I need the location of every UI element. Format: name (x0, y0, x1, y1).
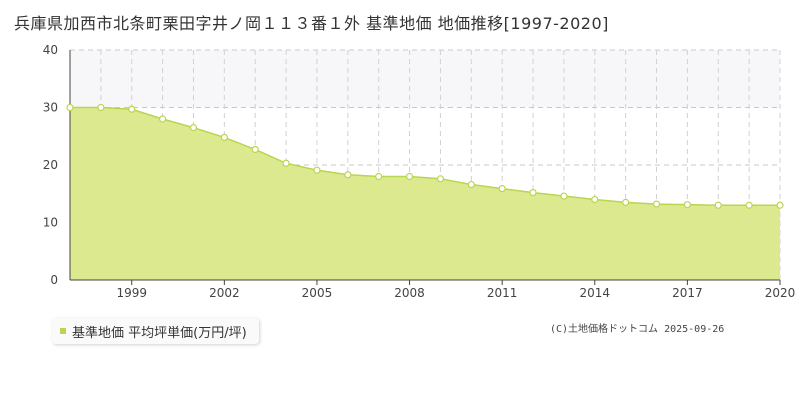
data-point (436, 175, 445, 183)
data-point (776, 201, 784, 209)
y-tick-label: 10 (43, 216, 58, 230)
x-tick-label: 2002 (209, 286, 240, 300)
y-tick-label: 0 (50, 273, 58, 287)
data-point (467, 180, 475, 189)
data-point (529, 189, 537, 197)
data-point (128, 105, 136, 113)
data-point (220, 133, 228, 141)
series-line (70, 106, 780, 206)
data-point (683, 201, 691, 209)
plot-band (70, 50, 780, 108)
x-tick-label: 2008 (394, 286, 425, 300)
y-tick-label: 20 (43, 158, 58, 172)
data-point (405, 172, 414, 181)
x-tick-label: 1999 (116, 286, 147, 300)
legend-label: 基準地価 平均坪単価(万円/坪) (72, 325, 247, 341)
x-tick-label: 2011 (487, 286, 518, 300)
data-point (344, 171, 352, 179)
y-tick-label: 30 (43, 101, 58, 115)
data-point (745, 201, 753, 209)
data-point (282, 159, 290, 167)
x-tick-label: 2020 (765, 286, 796, 300)
x-tick-label: 2005 (302, 286, 333, 300)
data-point (560, 192, 568, 200)
data-point (591, 195, 599, 204)
data-point (97, 103, 105, 112)
credit-text: (C)土地価格ドットコム 2025-09-26 (550, 324, 725, 335)
x-tick-label: 2017 (672, 286, 703, 300)
data-point (313, 166, 321, 174)
data-point (652, 200, 661, 208)
y-tick-label: 40 (43, 43, 58, 57)
data-point (375, 172, 383, 181)
data-point (189, 124, 198, 132)
data-point (714, 201, 722, 209)
x-tick-label: 2014 (580, 286, 611, 300)
data-point (251, 145, 259, 154)
legend-swatch (60, 328, 66, 334)
data-point (66, 103, 74, 112)
series-area (70, 107, 780, 280)
data-point (159, 115, 167, 123)
data-point (622, 198, 630, 206)
chart-legend: 基準地価 平均坪単価(万円/坪) (52, 318, 259, 344)
data-point (498, 184, 506, 193)
chart-title: 兵庫県加西市北条町栗田字井ノ岡１１３番１外 基準地価 地価推移[1997-202… (14, 14, 609, 33)
